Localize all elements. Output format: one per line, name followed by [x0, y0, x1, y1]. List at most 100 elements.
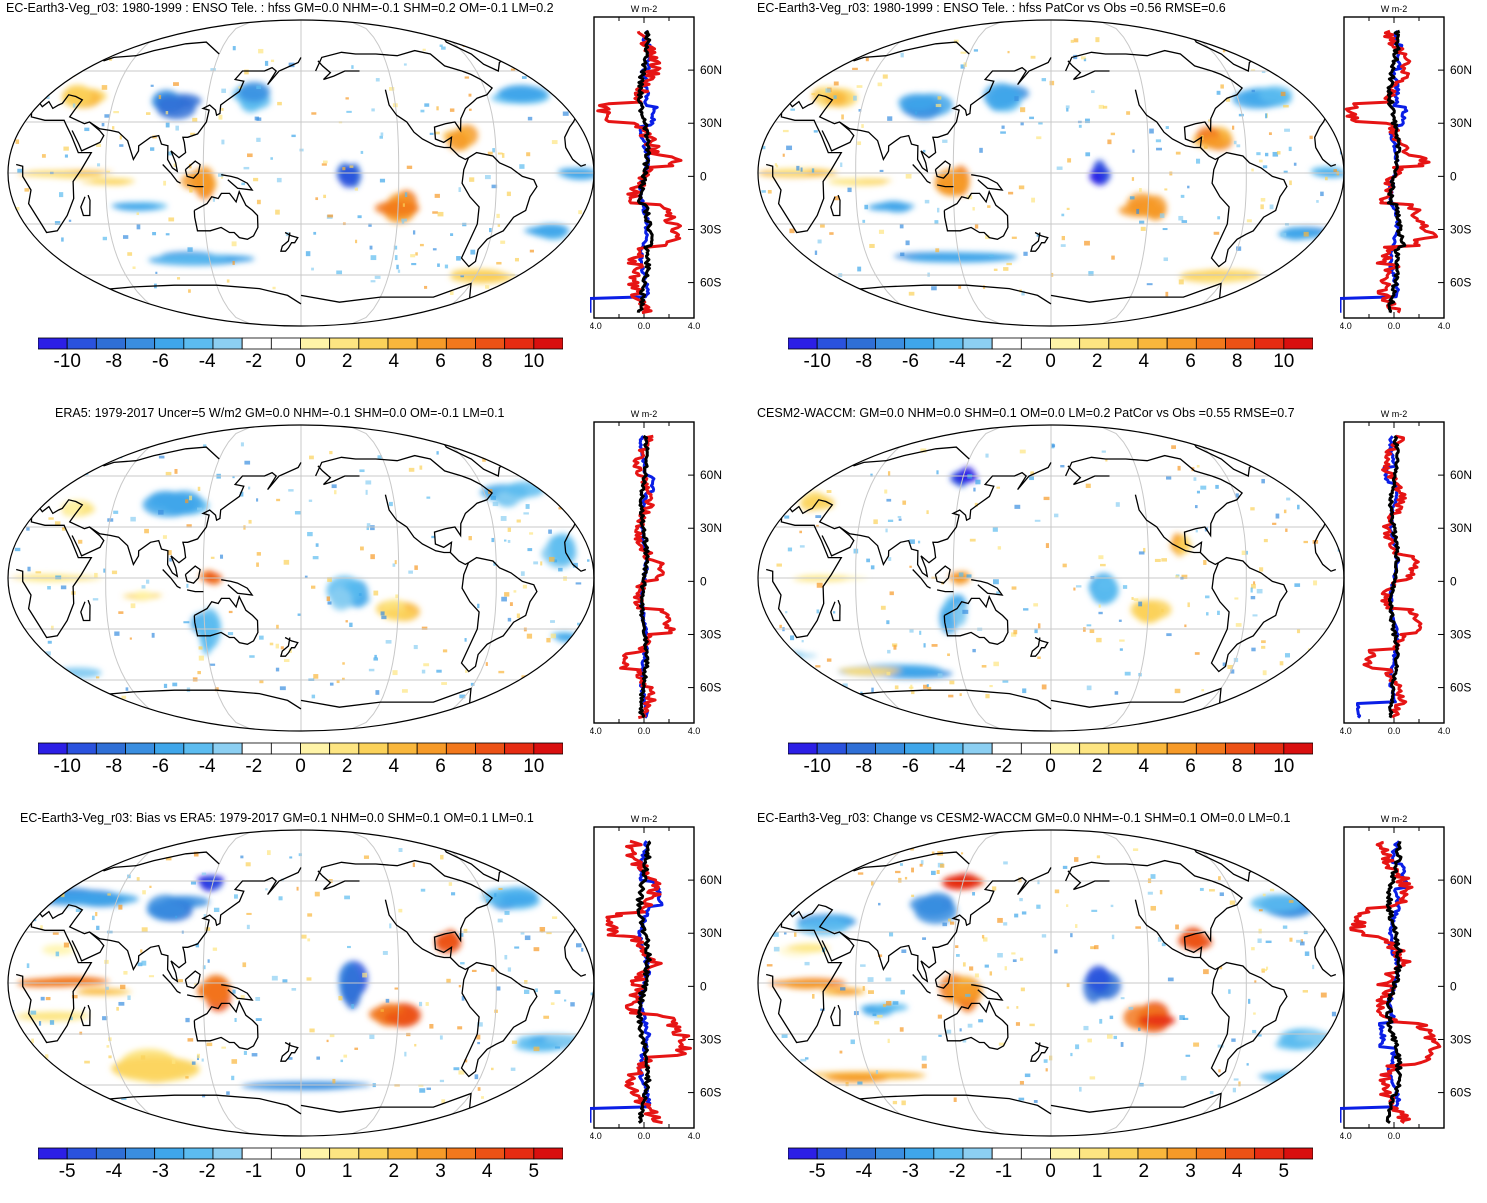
colorbar-swatch: [1283, 337, 1314, 350]
profile-units: W m-2: [631, 4, 658, 14]
colorbar: [37, 742, 564, 760]
colorbar-swatch: [183, 337, 214, 350]
colorbar-tick-label: 4: [1138, 756, 1150, 777]
colorbar-swatch: [1137, 337, 1168, 350]
colorbar-tick-label: -4: [198, 351, 216, 372]
profile-total-line: [1387, 435, 1401, 719]
colorbar-tick-label: -2: [245, 351, 263, 372]
profile-land-line: [605, 839, 692, 1125]
colorbar-ticks: -10 -8 -6 -4 -2 0 2 4 6 8 10: [788, 351, 1313, 375]
colorbar-swatch: [212, 337, 243, 350]
colorbar-swatch: [270, 337, 301, 350]
world-map: [756, 18, 1346, 333]
colorbar-ticks: -10 -8 -6 -4 -2 0 2 4 6 8 10: [788, 756, 1313, 780]
colorbar-tick-label: -10: [53, 756, 81, 777]
colorbar-swatch: [475, 1147, 506, 1160]
panel-model-patcor: EC-Earth3-Veg_r03: 1980-1999 : ENSO Tele…: [750, 0, 1487, 393]
colorbar-swatch: [1254, 337, 1285, 350]
colorbar-tick-label: 5: [1278, 1161, 1290, 1182]
colorbar-swatch: [1108, 742, 1139, 755]
panel-change: EC-Earth3-Veg_r03: Change vs CESM2-WACCM…: [750, 810, 1487, 1203]
profile-xtick: 4.0: [688, 1131, 701, 1140]
colorbar-swatch: [904, 337, 935, 350]
colorbar-tick-label: 10: [523, 756, 545, 777]
colorbar-swatch: [845, 742, 876, 755]
colorbar-tick-label: 2: [1091, 756, 1103, 777]
colorbar-swatch: [1137, 742, 1168, 755]
colorbar-swatch: [125, 1147, 156, 1160]
profile-xtick: 0.0: [1388, 1131, 1401, 1140]
colorbar-swatch: [1020, 337, 1051, 350]
profile-units: W m-2: [631, 409, 658, 419]
colorbar-tick-label: 0: [1045, 351, 1056, 372]
profile-lat-tick: 30N: [700, 116, 722, 130]
zonal-mean-profile: W m-2 -4.0 0.0 4.0 60N 30N 0 30S 60S: [586, 810, 740, 1145]
colorbar-swatch: [416, 742, 447, 755]
colorbar-swatch: [1108, 337, 1139, 350]
profile-xtick: -4.0: [1340, 726, 1352, 735]
panel-title: EC-Earth3-Veg_r03: Change vs CESM2-WACCM…: [757, 811, 1291, 825]
colorbar-swatch: [1166, 742, 1197, 755]
profile-units: W m-2: [1381, 814, 1408, 824]
colorbar-swatch: [1254, 1147, 1285, 1160]
colorbar-swatch: [875, 337, 906, 350]
panel-title: CESM2-WACCM: GM=0.0 NHM=0.0 SHM=0.1 OM=0…: [757, 406, 1295, 420]
colorbar-tick-label: 2: [1091, 351, 1103, 372]
colorbar-swatch: [933, 742, 964, 755]
colorbar-swatch: [95, 337, 126, 350]
profile-lat-tick: 60S: [700, 1086, 721, 1100]
colorbar-tick-label: -6: [152, 351, 169, 372]
colorbar-swatch: [1225, 337, 1256, 350]
colorbar-swatch: [241, 1147, 272, 1160]
colorbar-swatch: [787, 1147, 818, 1160]
colorbar-swatch: [125, 337, 156, 350]
profile-lat-tick: 60N: [1450, 873, 1472, 887]
profile-total-line: [1386, 29, 1407, 314]
colorbar-swatch: [504, 337, 535, 350]
colorbar-swatch: [1050, 742, 1081, 755]
colorbar-swatch: [66, 337, 97, 350]
colorbar-swatch: [445, 742, 476, 755]
profile-land-line: [596, 30, 683, 315]
profile-lat-tick: 0: [1450, 979, 1457, 993]
colorbar-swatch: [154, 742, 185, 755]
colorbar-swatch: [212, 742, 243, 755]
profile-lat-tick: 30N: [700, 926, 722, 940]
colorbar-swatch: [787, 337, 818, 350]
colorbar-swatch: [1195, 337, 1226, 350]
panel-title: EC-Earth3-Veg_r03: 1980-1999 : ENSO Tele…: [6, 1, 554, 15]
profile-land-line: [1349, 840, 1442, 1124]
colorbar: [37, 1147, 564, 1165]
colorbar-swatch: [816, 337, 847, 350]
colorbar-swatch: [1079, 337, 1110, 350]
profile-xtick: 0.0: [638, 321, 651, 330]
panel-model-enso: EC-Earth3-Veg_r03: 1980-1999 : ENSO Tele…: [0, 0, 743, 393]
colorbar-swatch: [962, 1147, 993, 1160]
profile-lat-tick: 60N: [700, 468, 722, 482]
profile-total-line: [636, 29, 654, 313]
colorbar-swatch: [991, 742, 1022, 755]
profile-lat-tick: 60S: [700, 681, 721, 695]
colorbar-tick-label: 10: [1273, 756, 1295, 777]
colorbar-tick-label: 4: [388, 351, 400, 372]
colorbar-tick-label: 4: [1138, 351, 1150, 372]
colorbar-tick-label: 2: [341, 756, 353, 777]
colorbar-swatch: [445, 337, 476, 350]
profile-xtick: -4.0: [590, 726, 602, 735]
colorbar-ticks: -5 -4 -3 -2 -1 0 1 2 3 4 5: [38, 1161, 563, 1185]
colorbar-tick-label: 3: [1185, 1161, 1196, 1182]
world-map: [6, 828, 596, 1143]
colorbar-swatch: [358, 1147, 389, 1160]
colorbar-tick-label: -3: [902, 1161, 919, 1182]
colorbar-swatch: [416, 337, 447, 350]
profile-lat-tick: 0: [700, 169, 707, 183]
colorbar-swatch: [387, 337, 418, 350]
colorbar-tick-label: -10: [53, 351, 81, 372]
profile-xtick: 4.0: [1438, 726, 1451, 735]
colorbar-swatch: [1079, 742, 1110, 755]
colorbar-swatch: [300, 1147, 331, 1160]
colorbar-swatch: [962, 337, 993, 350]
colorbar-tick-label: -8: [855, 756, 873, 777]
profile-lat-tick: 60S: [1450, 1086, 1471, 1100]
colorbar-swatch: [787, 742, 818, 755]
